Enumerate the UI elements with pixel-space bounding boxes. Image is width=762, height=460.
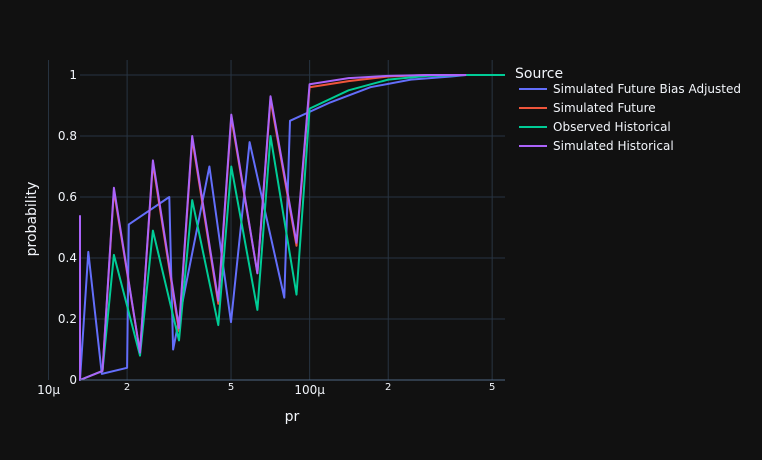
y-tick-label: 0 — [69, 373, 77, 387]
series-line-3 — [79, 74, 467, 381]
legend-label: Simulated Future Bias Adjusted — [553, 82, 741, 96]
legend-label: Simulated Historical — [553, 139, 674, 153]
series-line-0 — [79, 74, 505, 381]
y-tick-label: 0.4 — [58, 251, 77, 265]
x-axis-ticks: 10μ 100μ 2 5 2 5 — [37, 382, 495, 397]
grid-lines — [48, 60, 505, 380]
x-minor-tick-label: 2 — [124, 382, 130, 393]
x-minor-tick-label: 5 — [228, 382, 234, 393]
legend-label: Simulated Future — [553, 101, 656, 115]
x-axis-title: pr — [285, 409, 300, 425]
series-line-2 — [79, 74, 505, 381]
x-minor-tick-label: 5 — [489, 382, 495, 393]
y-tick-label: 0.8 — [58, 129, 77, 143]
x-minor-tick-label: 2 — [385, 382, 391, 393]
y-axis-title: probability — [24, 182, 40, 257]
y-tick-label: 1 — [69, 68, 77, 82]
legend-title: Source — [515, 66, 563, 82]
legend: Source Simulated Future Bias Adjusted Sim… — [515, 66, 741, 153]
legend-label: Observed Historical — [553, 120, 671, 134]
x-tick-label: 100μ — [294, 383, 325, 397]
y-tick-label: 0.6 — [58, 190, 77, 204]
y-tick-label: 0.2 — [58, 312, 77, 326]
series-lines — [79, 74, 505, 381]
x-tick-label: 10μ — [37, 383, 60, 397]
y-axis-ticks: 0 0.2 0.4 0.6 0.8 1 — [58, 68, 77, 387]
